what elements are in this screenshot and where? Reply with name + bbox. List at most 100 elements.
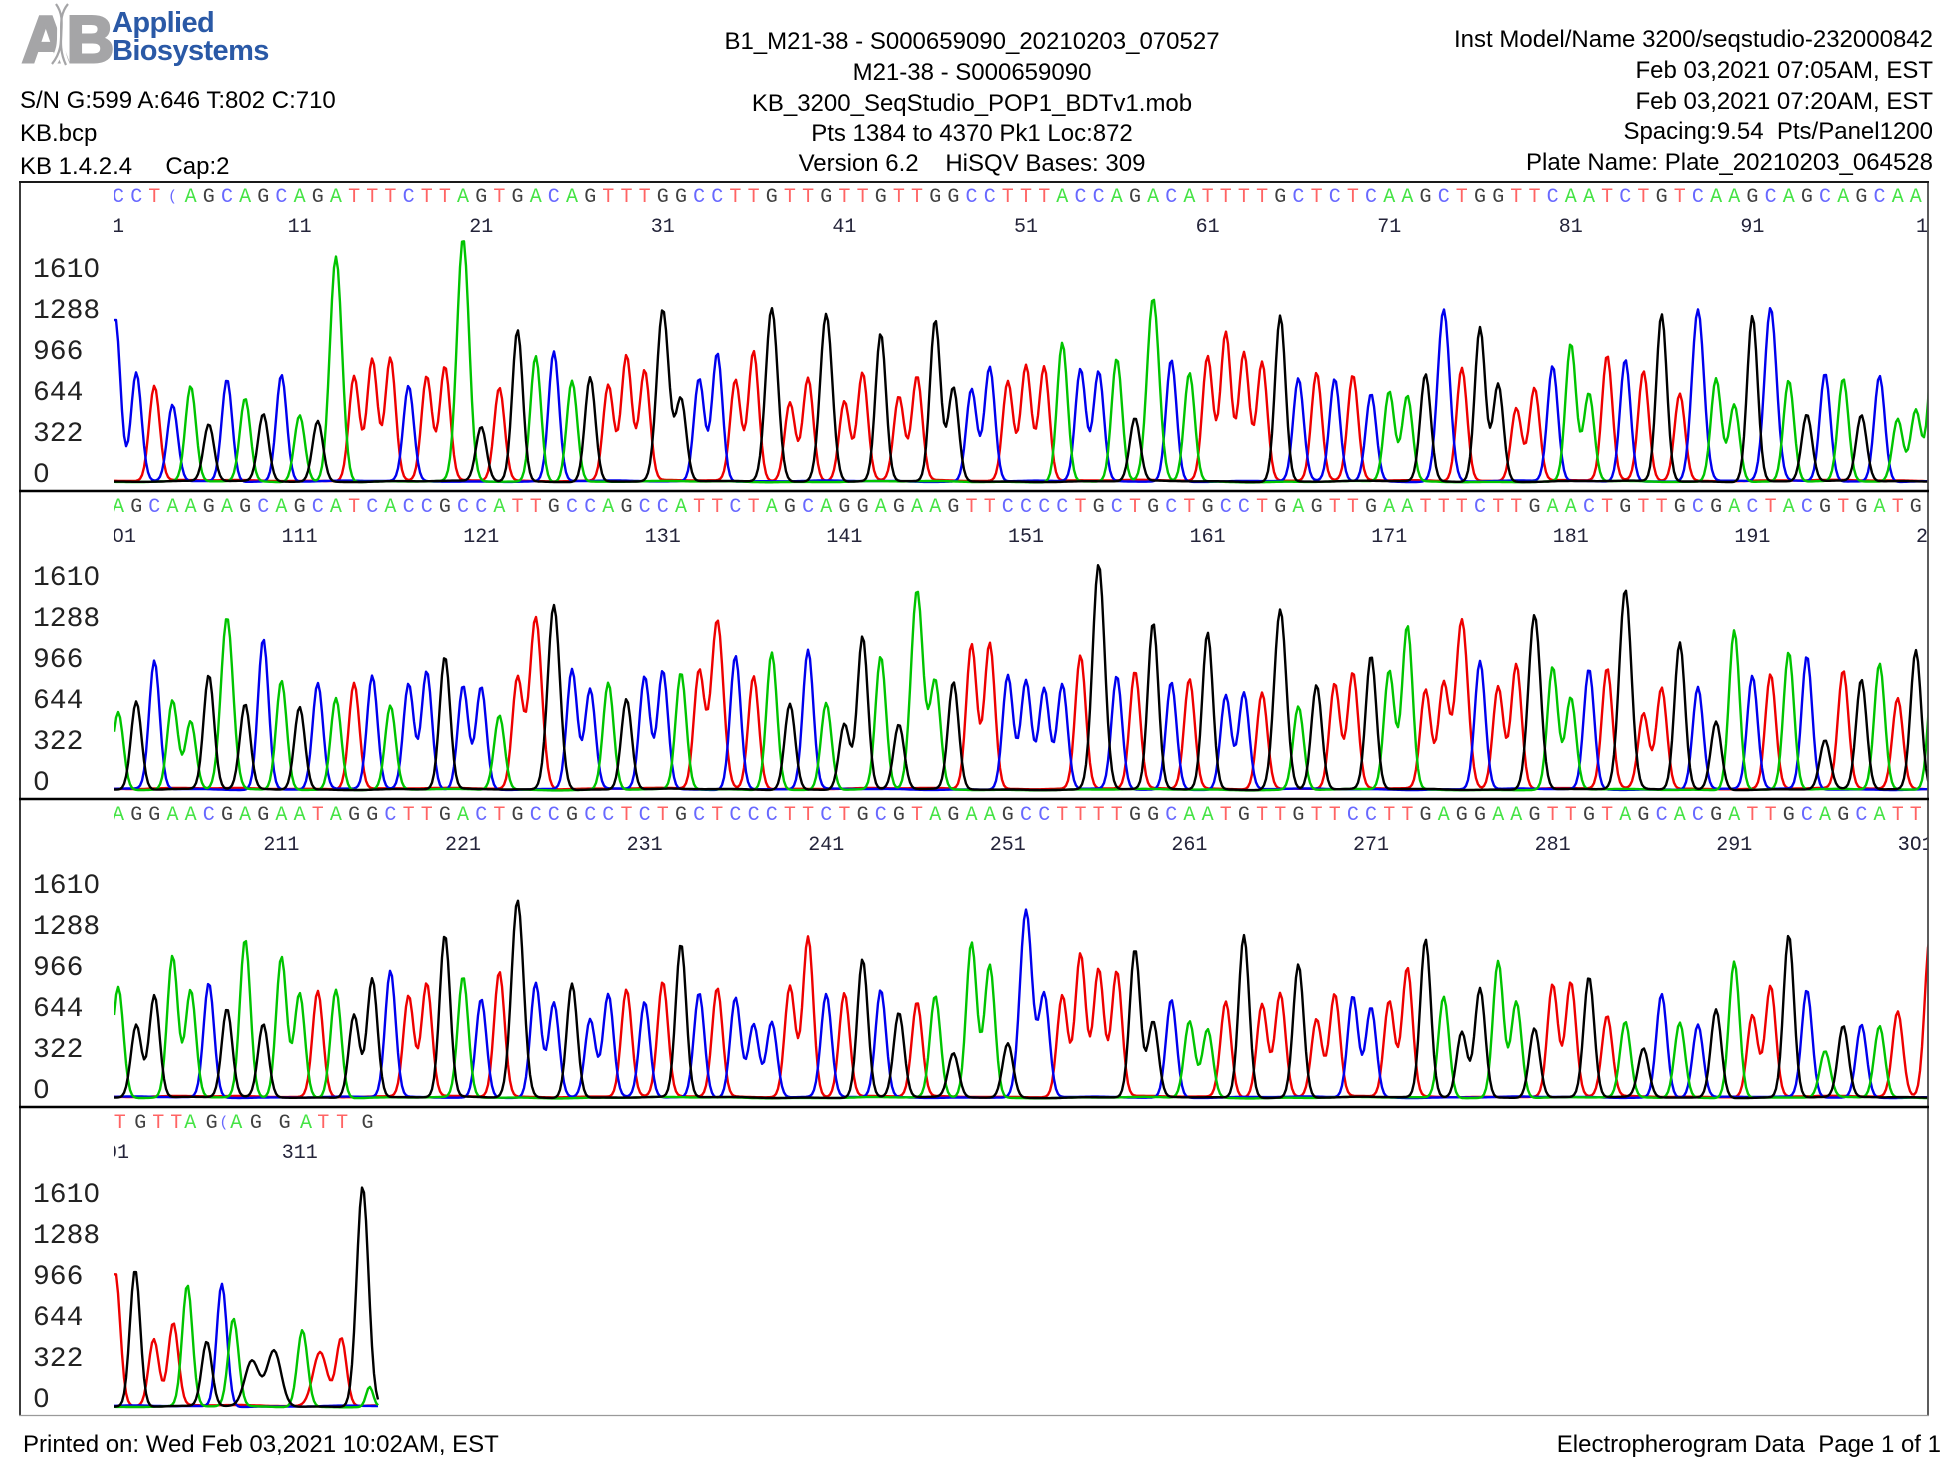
svg-text:A: A [1728,804,1740,827]
svg-text:A: A [112,804,124,827]
svg-text:C: C [1038,496,1050,519]
svg-text:C: C [312,496,324,519]
svg-text:T: T [493,804,505,827]
svg-text:G: G [947,496,959,519]
svg-text:T: T [1674,186,1686,209]
svg-text:S/N G:599 A:646 T:802 C:710: S/N G:599 A:646 T:802 C:710 [20,87,336,114]
svg-text:M21-38 - S000659090: M21-38 - S000659090 [853,59,1092,86]
svg-text:C: C [457,496,469,519]
svg-text:A: A [185,496,197,519]
svg-text:T: T [838,186,850,209]
svg-text:C: C [1801,804,1813,827]
svg-text:A: A [1492,804,1504,827]
svg-text:Spacing:9.54 Pts/Panel1200: Spacing:9.54 Pts/Panel1200 [1623,118,1933,145]
svg-text:C: C [548,186,560,209]
svg-text:C: C [639,804,651,827]
svg-text:121: 121 [463,526,499,549]
svg-text:A: A [530,186,542,209]
svg-text:G: G [1147,496,1159,519]
svg-text:A: A [166,496,178,519]
svg-text:A: A [294,804,306,827]
svg-text:C: C [584,804,596,827]
svg-text:T: T [1637,186,1649,209]
svg-text:21: 21 [469,216,493,239]
svg-text:G: G [130,496,142,519]
svg-text:1610: 1610 [33,1180,100,1211]
svg-text:G: G [348,804,360,827]
svg-text:131: 131 [645,526,681,549]
svg-text:C: C [1547,186,1559,209]
svg-text:T: T [893,186,905,209]
svg-text:T: T [114,1112,126,1135]
svg-text:191: 191 [1734,526,1770,549]
svg-text:T: T [693,496,705,519]
svg-text:C: C [1292,186,1304,209]
svg-text:101: 101 [1916,216,1950,239]
svg-text:41: 41 [832,216,856,239]
svg-text:T: T [1656,496,1668,519]
svg-text:171: 171 [1371,526,1407,549]
svg-text:C: C [1855,804,1867,827]
svg-text:151: 151 [1008,526,1044,549]
svg-text:T: T [1601,186,1613,209]
svg-text:T: T [1347,186,1359,209]
svg-text:G: G [1002,804,1014,827]
svg-text:T: T [1892,496,1904,519]
svg-text:T: T [984,496,996,519]
svg-text:C: C [1746,496,1758,519]
svg-text:T: T [1547,804,1559,827]
svg-text:A: A [112,496,124,519]
svg-text:T: T [620,804,632,827]
svg-text:A: A [1873,804,1885,827]
svg-text:G: G [279,1112,291,1135]
svg-text:T: T [1311,804,1323,827]
svg-text:T: T [1837,496,1849,519]
svg-text:261: 261 [1171,834,1207,857]
svg-text:T: T [1256,804,1268,827]
svg-text:G: G [1147,804,1159,827]
svg-text:A: A [185,804,197,827]
svg-text:C: C [1074,186,1086,209]
svg-text:Feb 03,2021 07:05AM, EST: Feb 03,2021 07:05AM, EST [1635,57,1933,84]
svg-text:A: A [1728,496,1740,519]
svg-text:A: A [1910,186,1922,209]
svg-text:301: 301 [1898,834,1934,857]
svg-text:G: G [566,804,578,827]
svg-text:T: T [802,186,814,209]
svg-text:C: C [1038,804,1050,827]
svg-text:291: 291 [1716,834,1752,857]
svg-text:C: C [130,186,142,209]
svg-text:A: A [330,496,342,519]
svg-text:C: C [1801,496,1813,519]
svg-text:644: 644 [33,994,83,1025]
svg-text:G: G [857,496,869,519]
svg-text:G: G [947,804,959,827]
svg-text:A: A [1583,186,1595,209]
svg-text:G: G [1456,804,1468,827]
svg-text:A: A [493,496,505,519]
svg-text:322: 322 [33,419,83,450]
svg-text:A: A [929,496,941,519]
svg-text:A: A [221,496,233,519]
svg-text:G: G [1819,496,1831,519]
svg-text:T: T [1456,496,1468,519]
svg-text:T: T [1892,804,1904,827]
svg-text:G: G [1129,186,1141,209]
svg-text:G: G [1656,186,1668,209]
svg-text:T: T [1202,186,1214,209]
svg-text:G: G [148,804,160,827]
svg-text:G: G [838,496,850,519]
svg-text:G: G [657,186,669,209]
svg-text:G: G [1837,804,1849,827]
svg-text:T: T [170,1112,182,1135]
svg-text:A: A [766,496,778,519]
svg-text:T: T [1274,804,1286,827]
svg-text:G: G [439,804,451,827]
svg-text:G: G [1637,804,1649,827]
svg-text:T: T [1074,804,1086,827]
svg-text:G: G [475,186,487,209]
svg-text:161: 161 [1190,526,1226,549]
svg-text:G: G [1855,496,1867,519]
svg-text:Plate Name: Plate_20210203_064: Plate Name: Plate_20210203_064528 [1526,149,1933,176]
svg-text:T: T [1510,186,1522,209]
